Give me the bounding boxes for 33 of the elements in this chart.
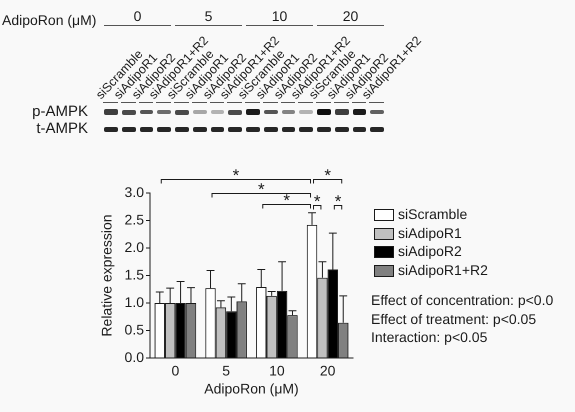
text: * [324,166,332,185]
text: p-AMPK [31,103,88,121]
annotation: * [283,191,290,210]
legend-label: siAdipoR1 [398,224,462,242]
legend-label: siAdipoR2 [398,243,462,260]
y-tick-label: 3.0 [124,184,144,200]
y-tick-label: 1.0 [124,294,144,310]
text: t-AMPK [35,120,88,138]
annotation: * [334,192,342,211]
y-tick-label: 2.5 [124,211,144,228]
text: Effect of concentration: p<0.0 [371,291,554,309]
y-tick-label: 0.5 [124,321,144,338]
category-label: 0 [134,8,142,24]
text: Interaction: p<0.05 [371,328,488,346]
text: * [232,166,240,185]
annotation: * [314,192,321,211]
y-tick-label: 2.0 [124,238,144,255]
y-tick-label: 0.0 [124,348,144,365]
x-tick-label: 5 [222,362,230,378]
text: Effect of treatment: p<0.05 [371,310,536,328]
legend-label: siScramble [398,206,468,223]
category-label: 5 [204,8,212,24]
y-tick-label: 1.5 [124,266,144,282]
category-label: 20 [342,8,358,24]
legend-label: siAdipoR1+R2 [398,262,488,278]
x-tick-label: 0 [171,362,180,378]
category-label: 10 [272,8,288,24]
x-tick-label: 10 [269,362,285,378]
y-axis-title: Relative expression [98,214,114,337]
annotation: * [258,180,265,199]
text: AdipoRon (μM) [2,12,96,28]
x-axis-title: AdipoRon (μM) [204,380,299,396]
x-tick-label: 20 [320,362,336,378]
